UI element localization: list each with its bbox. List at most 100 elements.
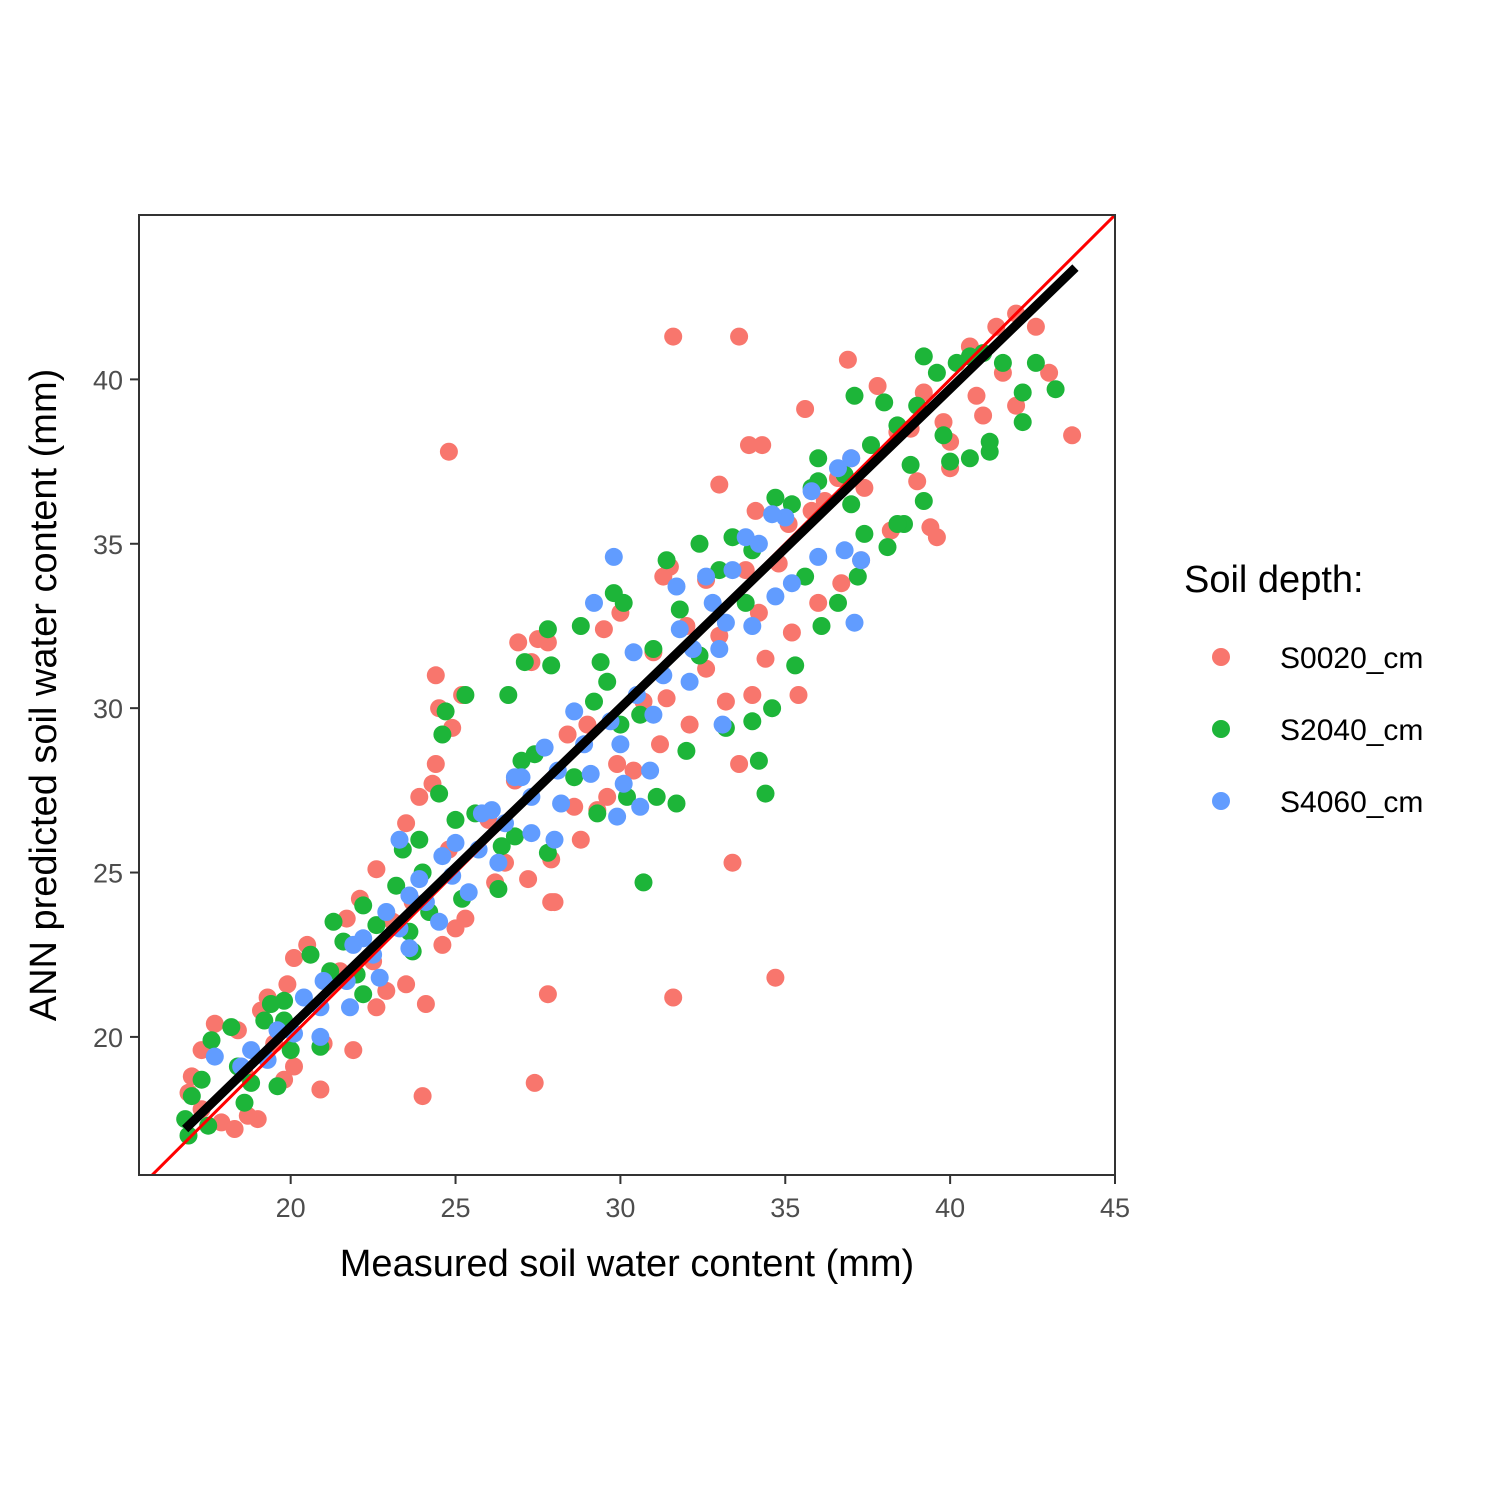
point-S2040_cm-35 [255, 1011, 274, 1030]
point-S4060_cm-65 [736, 528, 755, 547]
point-S0020_cm-95 [934, 413, 953, 432]
point-S2040_cm-11 [809, 449, 828, 468]
point-S4060_cm-39 [611, 735, 630, 754]
point-S2040_cm-22 [538, 620, 557, 639]
point-S2040_cm-71 [1013, 413, 1032, 432]
point-S2040_cm-106 [387, 876, 406, 895]
x-axis-title: Measured soil water content (mm) [340, 1243, 914, 1285]
point-S2040_cm-79 [644, 640, 663, 658]
x-tick-label: 25 [441, 1193, 471, 1223]
point-S2040_cm-32 [324, 912, 343, 931]
point-S0020_cm-72 [809, 593, 828, 612]
point-S0020_cm-16 [710, 475, 729, 494]
point-S2040_cm-33 [301, 945, 320, 964]
point-S2040_cm-4 [1046, 380, 1065, 399]
legend-label-S4060_cm: S4060_cm [1280, 786, 1423, 819]
y-tick-label: 20 [93, 1023, 123, 1053]
point-S4060_cm-25 [723, 561, 742, 580]
point-S0020_cm-34 [367, 860, 386, 879]
point-S0020_cm-83 [664, 988, 683, 1007]
point-S4060_cm-63 [667, 577, 686, 596]
point-S0020_cm-2 [439, 442, 458, 461]
point-S2040_cm-115 [901, 455, 920, 474]
point-S0020_cm-49 [225, 1120, 244, 1138]
point-S0020_cm-26 [426, 666, 445, 685]
point-S0020_cm-14 [740, 436, 758, 455]
legend: Soil depth: S0020_cm S2040_cm S4060_cm [1184, 559, 1423, 819]
series-S2040_cm [176, 344, 1065, 1145]
point-S0020_cm-84 [766, 968, 785, 987]
point-S4060_cm-44 [459, 883, 478, 902]
legend-key-S2040_cm [1212, 720, 1230, 738]
point-S0020_cm-21 [594, 620, 613, 639]
y-axis: 20 25 30 35 40 [93, 365, 139, 1053]
x-tick-label: 40 [935, 1193, 965, 1223]
point-S2040_cm-84 [367, 916, 386, 935]
point-S2040_cm-31 [354, 896, 373, 915]
point-S0020_cm-93 [868, 377, 887, 395]
point-S2040_cm-51 [588, 804, 607, 823]
point-S2040_cm-15 [690, 534, 709, 553]
point-S4060_cm-3 [205, 1047, 224, 1066]
point-S4060_cm-30 [842, 449, 861, 468]
point-S0020_cm-56 [433, 935, 452, 954]
point-S0020_cm-121 [578, 715, 597, 734]
point-S2040_cm-2 [993, 353, 1012, 372]
point-S2040_cm-65 [848, 567, 867, 586]
point-S4060_cm-2 [390, 830, 409, 849]
point-S2040_cm-80 [585, 692, 603, 711]
point-S0020_cm-62 [571, 830, 590, 849]
point-S0020_cm-90 [789, 686, 808, 704]
point-S2040_cm-73 [875, 393, 894, 412]
point-S2040_cm-59 [756, 784, 775, 803]
point-S4060_cm-0 [604, 547, 623, 566]
point-S0020_cm-78 [974, 406, 993, 425]
point-S2040_cm-0 [914, 347, 933, 366]
point-S2040_cm-60 [749, 751, 768, 770]
point-S0020_cm-66 [651, 735, 669, 754]
point-S2040_cm-108 [261, 995, 280, 1013]
point-S4060_cm-29 [829, 459, 847, 478]
point-S2040_cm-46 [354, 985, 373, 1004]
point-S0020_cm-70 [756, 649, 775, 668]
point-S4060_cm-77 [294, 988, 313, 1007]
point-S2040_cm-58 [743, 712, 762, 731]
point-S4060_cm-28 [802, 482, 821, 501]
point-S4060_cm-35 [743, 617, 762, 635]
point-S0020_cm-13 [753, 436, 772, 455]
x-axis: 20 25 30 35 40 45 [276, 1175, 1130, 1223]
point-S4060_cm-53 [608, 807, 627, 826]
point-S2040_cm-54 [667, 794, 686, 813]
point-S2040_cm-103 [598, 672, 617, 691]
point-S2040_cm-16 [657, 551, 676, 570]
point-S4060_cm-68 [670, 620, 689, 639]
point-S2040_cm-68 [914, 492, 933, 510]
plot-border [138, 214, 1116, 1176]
point-S0020_cm-18 [654, 567, 673, 586]
point-S2040_cm-20 [571, 617, 590, 635]
point-S0020_cm-10 [927, 528, 946, 547]
point-S4060_cm-72 [505, 768, 524, 787]
point-S2040_cm-70 [980, 432, 999, 451]
point-S2040_cm-102 [670, 600, 689, 619]
point-S0020_cm-67 [680, 715, 699, 734]
regression-line [182, 264, 1079, 1133]
point-S4060_cm-32 [852, 551, 871, 570]
point-S0020_cm-119 [987, 317, 1006, 336]
x-tick-label: 45 [1100, 1193, 1130, 1223]
point-S2040_cm-7 [934, 426, 953, 445]
point-S0020_cm-112 [285, 1057, 303, 1076]
point-S4060_cm-50 [713, 715, 732, 734]
point-S2040_cm-66 [878, 538, 897, 557]
point-S0020_cm-89 [730, 755, 749, 773]
point-S2040_cm-26 [436, 702, 455, 721]
point-S4060_cm-1 [585, 593, 603, 612]
point-S2040_cm-94 [281, 1041, 300, 1060]
point-S0020_cm-54 [367, 998, 386, 1017]
y-axis-title: ANN predicted soil water content (mm) [23, 369, 65, 1022]
point-S2040_cm-43 [235, 1093, 254, 1112]
point-S4060_cm-5 [766, 587, 785, 606]
point-S2040_cm-67 [888, 515, 907, 533]
point-S0020_cm-1 [730, 327, 749, 346]
